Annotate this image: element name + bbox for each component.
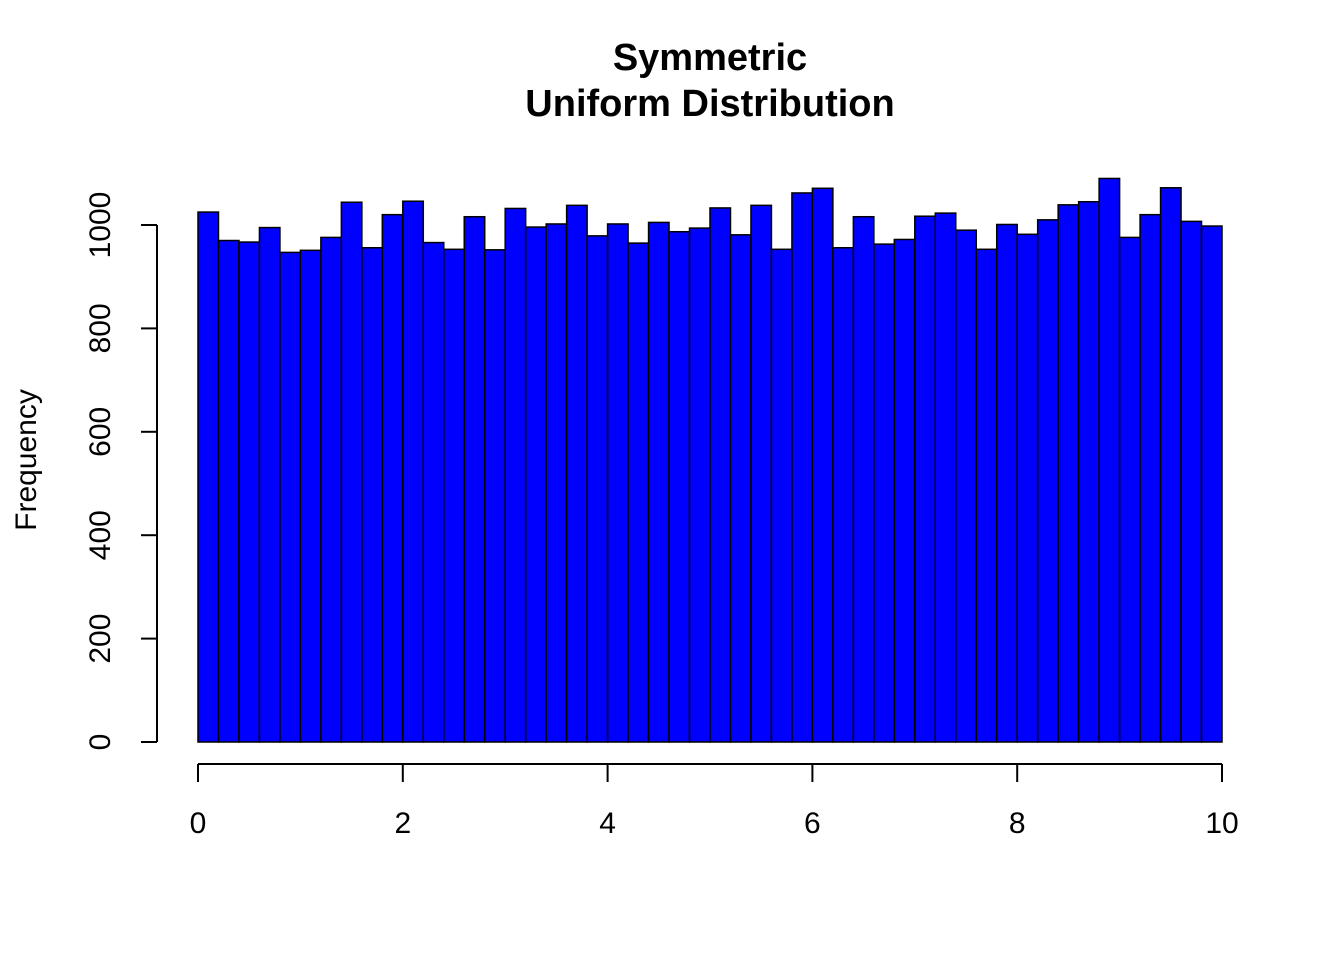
y-tick-label: 200 xyxy=(84,614,117,664)
histogram-bar xyxy=(688,227,711,743)
histogram-bar xyxy=(361,246,384,743)
histogram-bar xyxy=(668,230,691,743)
x-tick-label: 4 xyxy=(599,807,616,840)
y-tick-label: 0 xyxy=(84,734,117,751)
x-tick-label: 0 xyxy=(190,807,207,840)
histogram-bar xyxy=(320,236,343,743)
histogram-bar xyxy=(545,223,568,743)
chart-title-line-2: Uniform Distribution xyxy=(525,83,894,125)
histogram-bar xyxy=(279,251,302,743)
histogram-bar xyxy=(1200,225,1223,743)
histogram-bar xyxy=(504,207,527,743)
histogram-bar xyxy=(832,246,855,743)
y-axis-label: Frequency xyxy=(10,389,43,531)
histogram-bar xyxy=(709,207,732,743)
histogram-bar xyxy=(463,215,486,743)
x-axis: 0 2 4 6 8 10 xyxy=(190,763,1239,840)
histogram-bar xyxy=(1077,200,1100,743)
histogram-bar xyxy=(627,242,650,743)
histogram-bar xyxy=(1180,220,1203,743)
histogram-bar xyxy=(238,241,261,743)
histogram-bar xyxy=(750,204,773,743)
histogram-bar xyxy=(791,192,814,743)
chart-title-line-1: Symmetric xyxy=(613,37,807,79)
histogram-bar xyxy=(217,239,240,743)
histogram-bar xyxy=(1139,213,1162,743)
histogram-bar xyxy=(483,249,506,743)
histogram-bar xyxy=(811,187,834,743)
histogram-bar xyxy=(565,204,588,743)
histogram-bar xyxy=(934,212,957,743)
y-axis: 0 200 400 600 800 1000 xyxy=(84,192,158,751)
histogram-bar xyxy=(1159,187,1182,743)
histogram-bar xyxy=(955,229,977,743)
histogram-bar xyxy=(586,235,609,743)
y-tick-label: 800 xyxy=(84,303,117,353)
x-tick-label: 8 xyxy=(1009,807,1026,840)
histogram-bar xyxy=(729,234,752,743)
histogram-bar xyxy=(1057,204,1080,743)
histogram-bar xyxy=(443,248,465,743)
x-tick-label: 2 xyxy=(394,807,411,840)
histogram-bar xyxy=(770,248,793,743)
histogram-bar xyxy=(1118,236,1141,743)
histogram-bar xyxy=(914,215,937,743)
histogram-bar xyxy=(852,215,875,743)
y-tick-label: 1000 xyxy=(84,192,117,259)
histogram-bar xyxy=(893,238,916,743)
histogram-bar xyxy=(299,249,322,743)
x-tick-label: 10 xyxy=(1205,807,1238,840)
histogram-bar xyxy=(995,223,1018,743)
histogram-bar xyxy=(381,213,404,743)
histogram-bar xyxy=(197,211,220,743)
y-tick-label: 600 xyxy=(84,407,117,457)
x-tick-label: 6 xyxy=(804,807,821,840)
histogram-bar xyxy=(422,241,445,743)
histogram-bar xyxy=(975,248,998,743)
y-tick-label: 400 xyxy=(84,510,117,560)
histogram-bar xyxy=(647,221,670,743)
bars-group xyxy=(197,177,1223,743)
histogram-bar xyxy=(1098,177,1121,743)
histogram-bar xyxy=(873,243,896,743)
histogram-bar xyxy=(606,223,629,743)
histogram-bar xyxy=(340,201,363,743)
histogram-bar xyxy=(258,226,281,743)
histogram-bar xyxy=(402,200,425,743)
histogram-bar xyxy=(1036,219,1059,743)
histogram-bar xyxy=(524,226,547,743)
histogram-bar xyxy=(1016,233,1039,743)
